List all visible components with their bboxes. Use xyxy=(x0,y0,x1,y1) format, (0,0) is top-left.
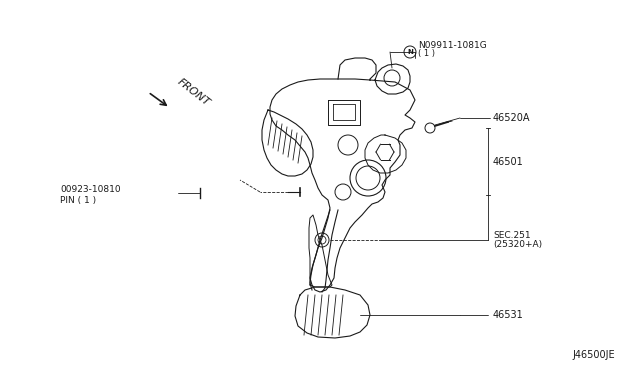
Text: FRONT: FRONT xyxy=(175,76,211,108)
Text: J46500JE: J46500JE xyxy=(572,350,615,360)
Text: 46520A: 46520A xyxy=(493,113,531,123)
Text: PIN ( 1 ): PIN ( 1 ) xyxy=(60,196,96,205)
Text: 46531: 46531 xyxy=(493,310,524,320)
Text: SEC.251: SEC.251 xyxy=(493,231,531,240)
Text: (25320+A): (25320+A) xyxy=(493,241,542,250)
Text: 46501: 46501 xyxy=(493,157,524,167)
Text: N: N xyxy=(407,49,413,55)
Text: ( 1 ): ( 1 ) xyxy=(418,49,435,58)
Text: N09911-1081G: N09911-1081G xyxy=(418,41,487,50)
Text: 00923-10810: 00923-10810 xyxy=(60,186,120,195)
